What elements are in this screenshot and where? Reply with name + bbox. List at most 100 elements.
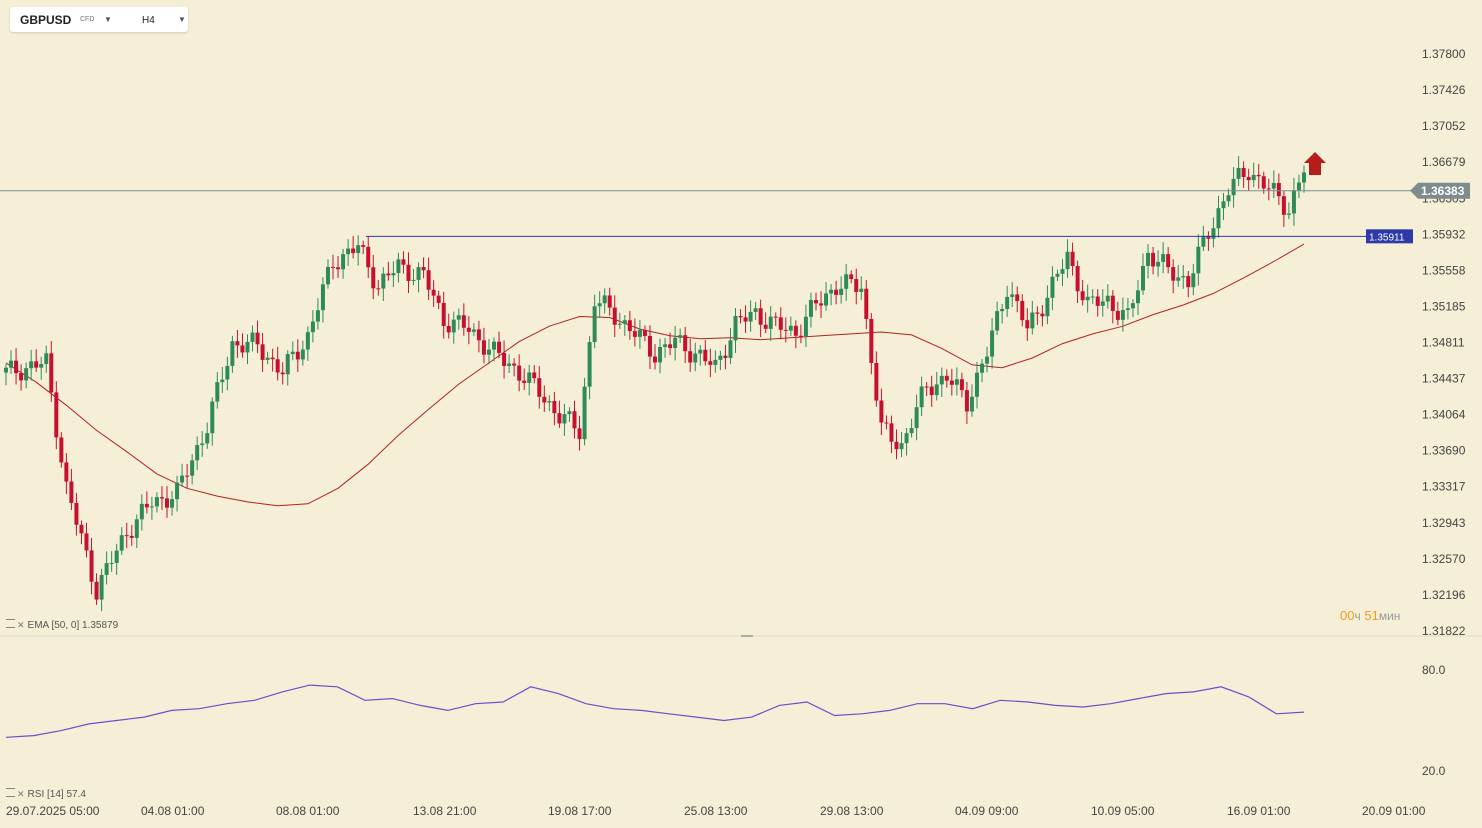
candle-body (693, 353, 698, 363)
overlay-layer: 1.36383 1.35911 (0, 152, 1470, 244)
candle-body (19, 373, 24, 381)
candle-body (1065, 251, 1070, 270)
candle-body (743, 317, 748, 322)
symbol-type-label: CFD (80, 16, 95, 23)
candle-body (99, 574, 104, 600)
candle-body (1000, 309, 1005, 312)
candle-body (1166, 254, 1171, 268)
candle-body (300, 349, 305, 360)
ema-layer (5, 243, 1305, 507)
candle-body (24, 368, 29, 381)
price-tick-label: 1.35185 (1422, 299, 1466, 313)
candle-body (532, 372, 537, 379)
candle-body (914, 407, 919, 429)
candle-body (622, 320, 627, 324)
candle-body (159, 497, 164, 499)
candle-body (250, 332, 255, 342)
candle-body (1186, 276, 1191, 288)
candle-body (899, 443, 904, 450)
candle-body (607, 295, 612, 308)
candle-body (884, 422, 889, 424)
time-tick-label: 13.08 21:00 (413, 804, 477, 818)
ema-indicator-label[interactable]: ✕ EMA [50, 0] 1.35879 (6, 619, 118, 631)
candles-layer (4, 156, 1306, 612)
candle-body (1135, 290, 1140, 304)
candle-body (738, 315, 743, 318)
candle-body (119, 535, 124, 551)
candle-body (1216, 208, 1221, 229)
candle-body (683, 335, 688, 352)
candle-body (185, 475, 190, 477)
candle-body (703, 349, 708, 362)
candle-body (1196, 246, 1201, 274)
candle-body (34, 361, 39, 368)
candle-body (371, 267, 376, 289)
candle-body (990, 330, 995, 357)
close-icon[interactable]: ✕ (17, 620, 25, 630)
candle-body (9, 360, 14, 368)
candle-body (451, 319, 456, 333)
candle-body (1015, 294, 1020, 301)
candle-body (1110, 295, 1115, 311)
candle-body (195, 445, 200, 461)
candle-body (753, 308, 758, 312)
candle-body (1060, 269, 1065, 274)
symbol-label[interactable]: GBPUSD (20, 13, 72, 27)
candle-body (763, 324, 768, 329)
candle-body (808, 300, 813, 317)
rsi-layer: 80.0 20.0 (5, 663, 1446, 778)
candle-body (567, 411, 572, 415)
level-price-label: 1.35911 (1369, 232, 1405, 243)
candle-body (708, 361, 713, 365)
candle-body (803, 316, 808, 337)
rsi-indicator-label[interactable]: ✕ RSI [14] 57.4 (6, 788, 86, 800)
up-arrow-icon (1304, 152, 1326, 175)
candle-body (446, 325, 451, 333)
candle-body (974, 372, 979, 397)
candle-body (476, 329, 481, 341)
candle-body (426, 270, 431, 290)
candle-body (49, 353, 54, 393)
candle-body (1221, 201, 1226, 209)
candle-body (320, 284, 325, 311)
candle-body (949, 380, 954, 385)
candle-body (1045, 297, 1050, 317)
close-icon[interactable]: ✕ (17, 789, 25, 799)
candle-body (758, 308, 763, 325)
candle-body (220, 379, 225, 383)
candle-body (124, 535, 129, 537)
instrument-toolbar[interactable]: GBPUSD CFD ▼ H4 ▼ (10, 7, 188, 32)
candle-body (210, 401, 215, 434)
candle-body (129, 535, 134, 538)
candle-body (1161, 254, 1166, 262)
candle-body (572, 411, 577, 429)
candle-body (617, 323, 622, 325)
candle-body (255, 332, 260, 345)
candle-body (1281, 196, 1286, 215)
candle-body (783, 329, 788, 331)
level-price-badge (1366, 229, 1413, 244)
candle-body (1191, 273, 1196, 288)
candle-body (1100, 301, 1105, 306)
settings-icon[interactable] (6, 619, 15, 628)
candle-body (346, 248, 351, 255)
caret-down-icon[interactable]: ▼ (178, 15, 186, 24)
candle-body (471, 329, 476, 332)
candle-body (668, 344, 673, 349)
candle-body (1296, 182, 1301, 191)
candle-body (290, 351, 295, 355)
candle-body (411, 279, 416, 281)
candle-body (512, 363, 517, 366)
caret-down-icon[interactable]: ▼ (104, 15, 112, 24)
settings-icon[interactable] (6, 788, 15, 797)
candle-body (939, 375, 944, 385)
candle-body (954, 379, 959, 385)
ema-name: EMA [50, 0] (27, 620, 80, 631)
candle-body (44, 353, 49, 365)
timeframe-label[interactable]: H4 (142, 15, 155, 26)
candle-body (678, 335, 683, 338)
candle-body (718, 355, 723, 360)
candle-body (637, 329, 642, 337)
price-axis: 1.378001.374261.370521.366791.363051.359… (0, 47, 1482, 638)
